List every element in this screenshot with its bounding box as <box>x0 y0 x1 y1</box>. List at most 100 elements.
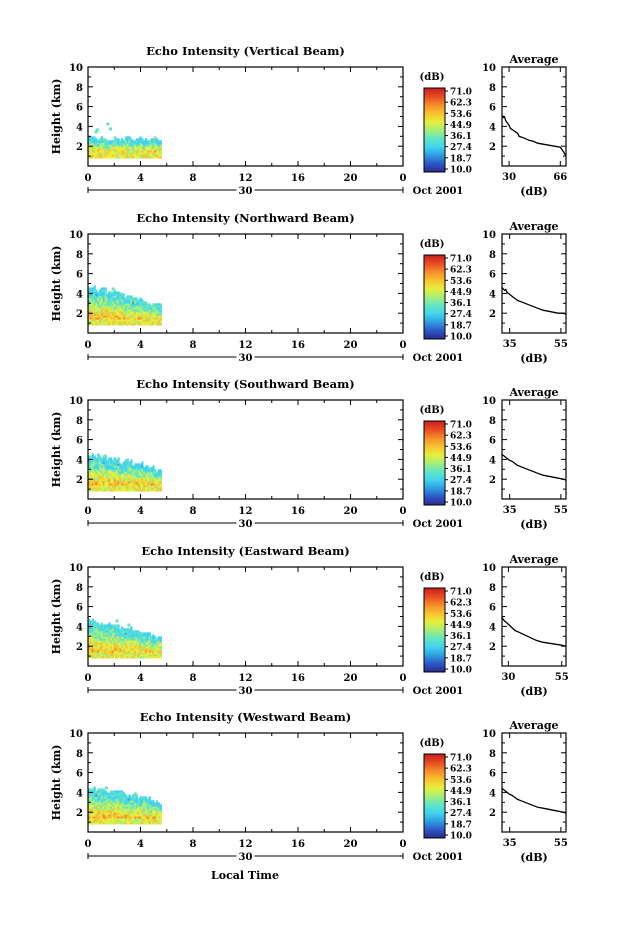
average-y-tick-label: 10 <box>482 729 496 740</box>
chart-panel-3: Echo Intensity (Eastward Beam) Height (km… <box>50 544 569 698</box>
average-y-tick-label: 2 <box>489 475 496 486</box>
colorbar-tick-label: 71.0 <box>450 754 472 764</box>
chart-panel-4: Echo Intensity (Westward Beam) Height (km… <box>50 710 568 864</box>
y-axis-label: Height (km) <box>50 246 63 322</box>
colorbar-label: (dB) <box>420 72 445 83</box>
x-tick-label: 0 <box>85 839 92 850</box>
colorbar-tick-label: 36.1 <box>450 632 472 642</box>
y-tick-label: 8 <box>76 250 83 261</box>
heatmap-cells <box>88 786 162 825</box>
y-tick-label: 10 <box>69 563 83 574</box>
average-x-tick-label: 55 <box>554 838 568 849</box>
colorbar-tick-label: 36.1 <box>450 465 472 475</box>
bottom-x-axis-label: Local Time <box>211 869 279 882</box>
chart-panel-1: Echo Intensity (Northward Beam) Height (k… <box>50 211 568 365</box>
colorbar-tick-label: 27.4 <box>450 143 472 153</box>
average-y-tick-label: 2 <box>489 642 496 653</box>
average-y-tick-label: 10 <box>482 230 496 241</box>
average-y-tick-label: 10 <box>482 396 496 407</box>
x-tick-label: 4 <box>137 340 144 351</box>
heatmap-cells <box>88 285 162 326</box>
x-tick-label: 20 <box>344 340 358 351</box>
colorbar-tick-label: 53.6 <box>450 776 472 786</box>
colorbar-tick-label: 27.4 <box>450 476 472 486</box>
average-x-label: (dB) <box>520 685 547 698</box>
colorbar-tick-label: 53.6 <box>450 277 472 287</box>
average-x-label: (dB) <box>520 851 547 864</box>
x-tick-label: 16 <box>291 839 305 850</box>
x-tick-label: 0 <box>85 673 92 684</box>
average-y-tick-label: 6 <box>489 436 496 447</box>
x-tick-label: 16 <box>291 173 305 184</box>
x-tick-label: 16 <box>291 340 305 351</box>
x-tick-label: 12 <box>239 173 253 184</box>
average-title: Average <box>508 53 558 66</box>
y-tick-label: 2 <box>76 808 83 819</box>
colorbar-tick-label: 53.6 <box>450 110 472 120</box>
average-y-tick-label: 8 <box>489 583 496 594</box>
x-tick-label: 12 <box>239 839 253 850</box>
average-x-tick-label: 30 <box>502 172 516 183</box>
colorbar-label: (dB) <box>420 239 445 250</box>
colorbar-tick-label: 18.7 <box>450 487 472 497</box>
x-tick-label: 4 <box>137 673 144 684</box>
chart-title: Echo Intensity (Vertical Beam) <box>146 44 345 58</box>
scattered-point <box>95 128 99 132</box>
y-tick-label: 8 <box>76 583 83 594</box>
y-tick-label: 10 <box>69 729 83 740</box>
scattered-point <box>103 454 107 458</box>
average-y-tick-label: 4 <box>489 289 496 300</box>
date-marker: 30 <box>239 686 253 697</box>
x-tick-label: 8 <box>190 673 197 684</box>
average-y-tick-label: 8 <box>489 250 496 261</box>
colorbar-tick-label: 36.1 <box>450 299 472 309</box>
colorbar-tick-label: 62.3 <box>450 432 472 442</box>
chart-panel-0: Echo Intensity (Vertical Beam) Height (km… <box>50 44 567 198</box>
colorbar-tick-label: 71.0 <box>450 255 472 265</box>
chart-panel-2: Echo Intensity (Southward Beam) Height (k… <box>50 377 568 531</box>
y-tick-label: 6 <box>76 270 83 281</box>
colorbar-tick-label: 62.3 <box>450 599 472 609</box>
average-y-tick-label: 4 <box>489 788 496 799</box>
y-axis-label: Height (km) <box>50 412 63 488</box>
x-tick-label: 0 <box>400 340 407 351</box>
average-y-tick-label: 8 <box>489 83 496 94</box>
colorbar-tick-label: 53.6 <box>450 610 472 620</box>
x-tick-label: 4 <box>137 173 144 184</box>
average-x-tick-label: 30 <box>501 672 515 683</box>
x-tick-label: 12 <box>239 340 253 351</box>
x-tick-label: 0 <box>85 340 92 351</box>
average-x-tick-label: 35 <box>503 339 517 350</box>
colorbar-tick-label: 62.3 <box>450 266 472 276</box>
colorbar-tick-label: 10.0 <box>450 499 472 509</box>
x-tick-label: 0 <box>400 839 407 850</box>
chart-title: Echo Intensity (Southward Beam) <box>136 377 354 391</box>
average-y-tick-label: 10 <box>482 563 496 574</box>
scattered-point <box>115 619 119 623</box>
average-x-tick-label: 66 <box>553 172 567 183</box>
average-y-tick-label: 2 <box>489 142 496 153</box>
scattered-point <box>127 623 131 627</box>
average-x-label: (dB) <box>520 518 547 531</box>
x-tick-label: 20 <box>344 173 358 184</box>
colorbar-tick-label: 18.7 <box>450 154 472 164</box>
x-tick-label: 0 <box>400 673 407 684</box>
date-label: Oct 2001 <box>413 519 464 530</box>
colorbar-tick-label: 27.4 <box>450 310 472 320</box>
scattered-point <box>109 127 112 131</box>
chart-title: Echo Intensity (Eastward Beam) <box>141 544 349 558</box>
scattered-point <box>133 792 137 796</box>
x-tick-label: 8 <box>190 340 197 351</box>
average-y-tick-label: 4 <box>489 122 496 133</box>
x-tick-label: 12 <box>239 673 253 684</box>
y-axis-label: Height (km) <box>50 745 63 821</box>
colorbar-label: (dB) <box>420 405 445 416</box>
average-x-tick-label: 35 <box>503 505 517 516</box>
average-x-label: (dB) <box>520 352 547 365</box>
average-y-tick-label: 6 <box>489 603 496 614</box>
average-profile-line <box>501 617 567 647</box>
chart-title: Echo Intensity (Northward Beam) <box>136 211 354 225</box>
average-frame <box>501 66 567 167</box>
